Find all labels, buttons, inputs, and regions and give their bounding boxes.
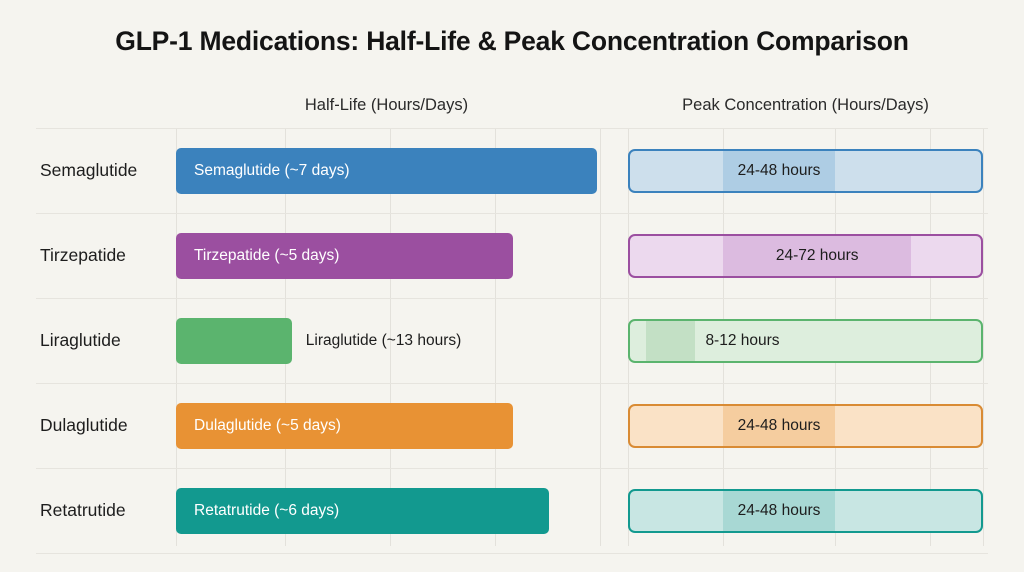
half-life-track: Liraglutide (~13 hours) <box>176 298 597 383</box>
column-header-peak-concentration: Peak Concentration (Hours/Days) <box>682 96 929 114</box>
peak-concentration-range-band <box>645 320 696 361</box>
half-life-bar-label: Retatrutide (~6 days) <box>194 501 340 519</box>
peak-concentration-bar[interactable] <box>628 233 983 278</box>
peak-concentration-bar[interactable] <box>628 148 983 193</box>
chart-title: GLP-1 Medications: Half-Life & Peak Conc… <box>115 26 909 56</box>
peak-concentration-track: 24-48 hours <box>628 383 983 468</box>
half-life-bar-label: Dulaglutide (~5 days) <box>194 416 341 434</box>
peak-concentration-label: 24-48 hours <box>737 161 821 179</box>
row-separator <box>36 383 988 384</box>
half-life-bar[interactable] <box>176 317 292 364</box>
half-life-track: Dulaglutide (~5 days) <box>176 383 597 468</box>
half-life-bar[interactable]: Tirzepatide (~5 days) <box>176 232 513 279</box>
peak-concentration-track: 24-48 hours <box>628 128 983 213</box>
peak-concentration-range-band <box>723 150 835 191</box>
half-life-track: Retatrutide (~6 days) <box>176 468 597 553</box>
row-separator <box>36 553 988 554</box>
vertical-gridline <box>600 128 601 546</box>
row-label-semaglutide: Semaglutide <box>40 160 138 180</box>
row-separator <box>36 298 988 299</box>
chart-row: Semaglutide Semaglutide (~7 days) 24-48 ho… <box>0 128 1024 213</box>
half-life-track: Semaglutide (~7 days) <box>176 128 597 213</box>
half-life-bar-label: Semaglutide (~7 days) <box>194 161 350 179</box>
vertical-gridline <box>495 128 496 546</box>
peak-concentration-track: 24-72 hours <box>628 213 983 298</box>
chart-row: Liraglutide Liraglutide (~13 hours) 8-12 h… <box>0 298 1024 383</box>
peak-concentration-range-band <box>723 405 835 446</box>
vertical-gridline <box>390 128 391 546</box>
peak-concentration-bar[interactable] <box>628 403 983 448</box>
half-life-bar[interactable]: Semaglutide (~7 days) <box>176 147 597 194</box>
half-life-bar-label: Liraglutide (~13 hours) <box>305 331 462 349</box>
column-header-half-life: Half-Life (Hours/Days) <box>304 96 469 114</box>
vertical-gridline <box>983 128 984 546</box>
chart-row: Tirzepatide Tirzepatide (~5 days) 24-72 ho… <box>0 213 1024 298</box>
chart-row: Dulaglutide Dulaglutide (~5 days) 24-48 ho… <box>0 383 1024 468</box>
peak-concentration-track: 8-12 hours <box>628 298 983 383</box>
half-life-bar[interactable]: Retatrutide (~6 days) <box>176 487 549 534</box>
half-life-track: Tirzepatide (~5 days) <box>176 213 597 298</box>
peak-concentration-label: 24-48 hours <box>737 501 821 519</box>
row-label-tirzepatide: Tirzepatide <box>40 245 126 265</box>
row-label-dulaglutide: Dulaglutide <box>40 415 128 435</box>
row-label-retatrutide: Retatrutide <box>40 500 126 520</box>
peak-concentration-label: 8-12 hours <box>705 331 780 349</box>
peak-concentration-label: 24-72 hours <box>775 246 859 264</box>
row-separator <box>36 213 988 214</box>
chart-row: Retatrutide Retatrutide (~6 days) 24-48 ho… <box>0 468 1024 553</box>
peak-concentration-range-band <box>723 235 912 276</box>
peak-concentration-track: 24-48 hours <box>628 468 983 553</box>
half-life-bar[interactable]: Dulaglutide (~5 days) <box>176 402 513 449</box>
peak-concentration-label: 24-48 hours <box>737 416 821 434</box>
half-life-bar-label: Tirzepatide (~5 days) <box>194 246 340 264</box>
row-separator <box>36 128 988 129</box>
row-label-liraglutide: Liraglutide <box>40 330 121 350</box>
row-separator <box>36 468 988 469</box>
peak-concentration-bar[interactable] <box>628 488 983 533</box>
peak-concentration-bar[interactable] <box>628 318 983 363</box>
peak-concentration-range-band <box>723 490 835 531</box>
